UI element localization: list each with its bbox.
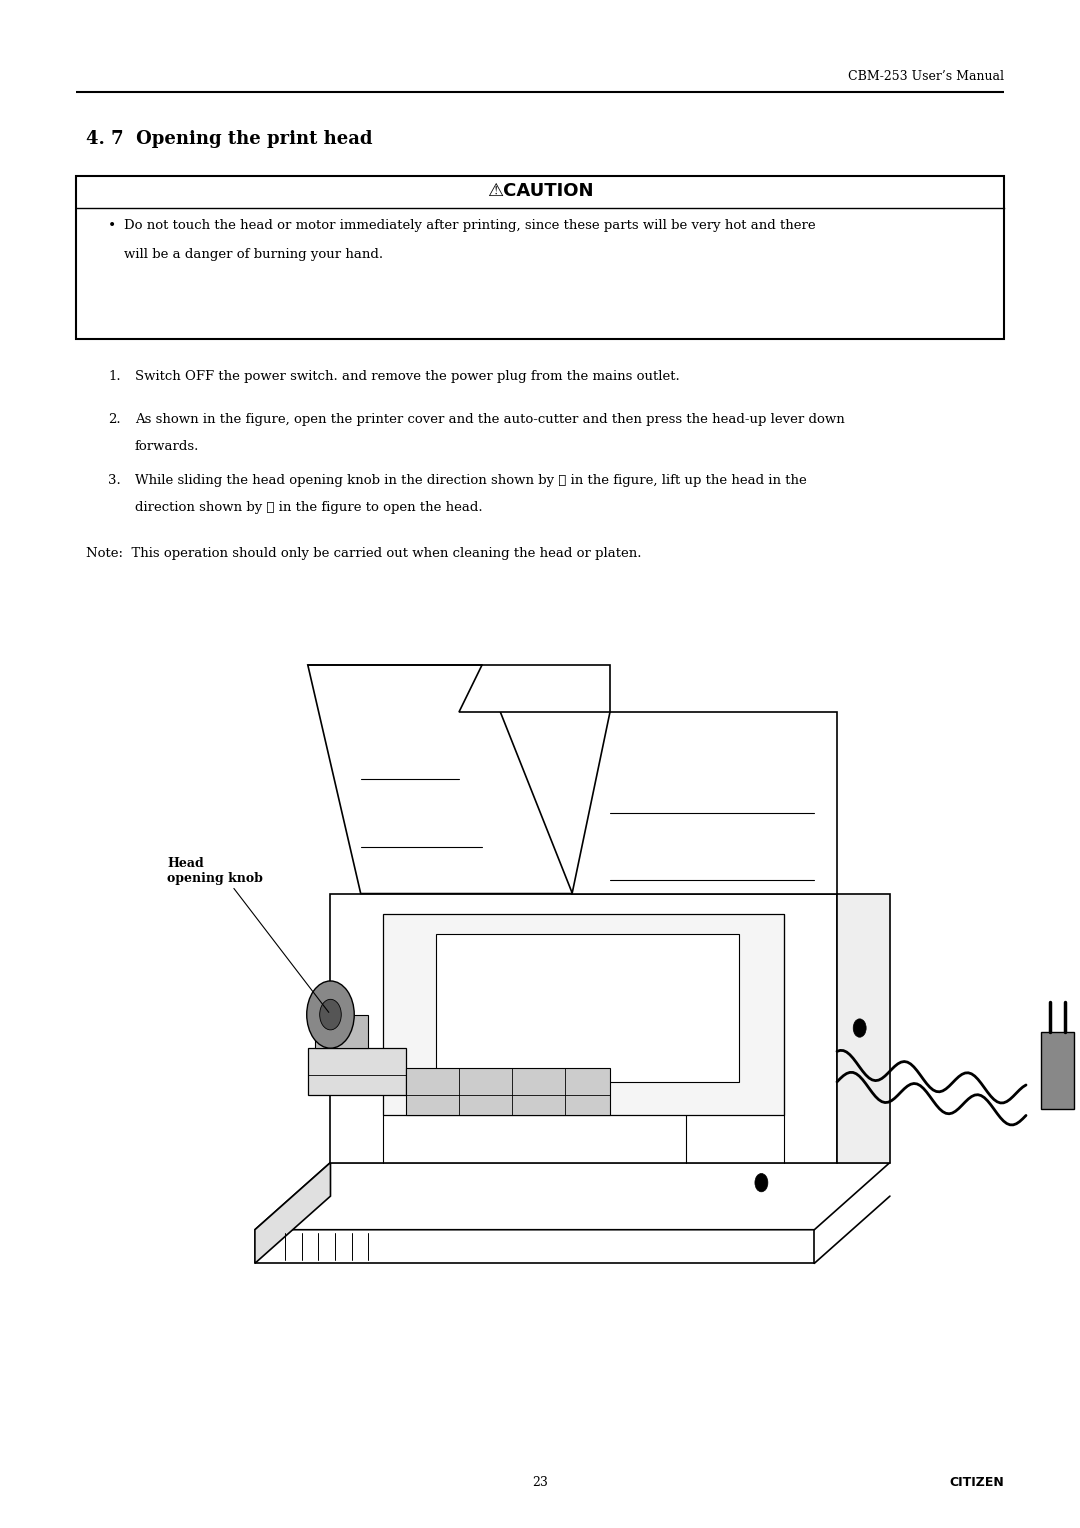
Polygon shape — [406, 1068, 610, 1115]
Polygon shape — [459, 665, 610, 712]
Circle shape — [853, 1019, 866, 1038]
Text: Note:  This operation should only be carried out when cleaning the head or plate: Note: This operation should only be carr… — [86, 547, 642, 561]
Text: Do not touch the head or motor immediately after printing, since these parts wil: Do not touch the head or motor immediate… — [124, 219, 815, 232]
Text: ⚠CAUTION: ⚠CAUTION — [487, 182, 593, 200]
Polygon shape — [308, 665, 572, 894]
Circle shape — [755, 1174, 768, 1192]
Polygon shape — [837, 894, 890, 1163]
Polygon shape — [315, 1015, 368, 1048]
Text: CBM-253 User’s Manual: CBM-253 User’s Manual — [849, 70, 1004, 84]
Bar — [76, 176, 1004, 339]
Polygon shape — [383, 914, 784, 1115]
Circle shape — [320, 999, 341, 1030]
Text: Switch OFF the power switch. and remove the power plug from the mains outlet.: Switch OFF the power switch. and remove … — [135, 370, 679, 384]
Text: 2.: 2. — [108, 413, 121, 426]
Text: 4. 7  Opening the print head: 4. 7 Opening the print head — [86, 130, 373, 148]
Polygon shape — [255, 1163, 890, 1230]
Polygon shape — [436, 934, 739, 1082]
Text: 1.: 1. — [108, 370, 121, 384]
Text: CITIZEN: CITIZEN — [949, 1476, 1004, 1488]
Text: direction shown by ② in the figure to open the head.: direction shown by ② in the figure to op… — [135, 501, 483, 515]
Text: forwards.: forwards. — [135, 440, 200, 454]
Text: 3.: 3. — [108, 474, 121, 487]
Text: Head
opening knob: Head opening knob — [167, 857, 264, 885]
Polygon shape — [330, 894, 837, 1163]
Text: will be a danger of burning your hand.: will be a danger of burning your hand. — [124, 248, 383, 261]
Text: As shown in the figure, open the printer cover and the auto-cutter and then pres: As shown in the figure, open the printer… — [135, 413, 845, 426]
Polygon shape — [308, 1048, 406, 1096]
Polygon shape — [255, 1163, 330, 1264]
Text: •: • — [108, 219, 117, 232]
Circle shape — [307, 981, 354, 1048]
Text: While sliding the head opening knob in the direction shown by ① in the figure, l: While sliding the head opening knob in t… — [135, 474, 807, 487]
Polygon shape — [572, 712, 837, 894]
Text: 23: 23 — [532, 1476, 548, 1488]
Polygon shape — [1041, 1033, 1074, 1109]
